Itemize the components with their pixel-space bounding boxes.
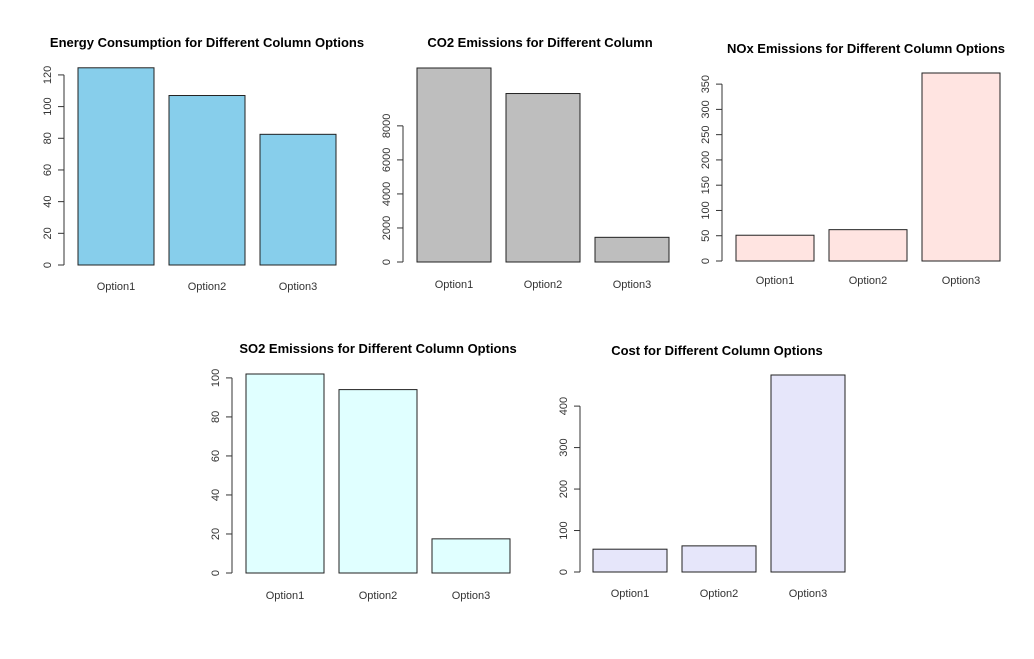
chart-title: Cost for Different Column Options [611,343,823,358]
y-tick-label: 0 [558,569,570,575]
y-tick-label: 8000 [381,114,393,138]
category-label: Option3 [613,279,652,291]
bar-option3 [770,374,846,573]
bar-option1 [77,67,155,266]
y-tick-label: 0 [700,258,712,264]
y-tick-label: 4000 [381,182,393,206]
bar-option1 [245,373,325,574]
category-label: Option2 [188,281,227,293]
bar-option2 [681,545,757,573]
category-label: Option3 [942,275,981,287]
category-label: Option1 [435,279,474,291]
category-label: Option1 [611,588,650,600]
chart-5: Cost for Different Column Options 0 100 200… [558,343,846,600]
y-tick-label: 250 [700,125,712,143]
bar-option1 [592,548,668,573]
category-label: Option3 [789,588,828,600]
y-tick-label: 100 [210,369,222,387]
bar-option2 [168,95,246,266]
chart-2: CO2 Emissions for Different Column 0 2000 4… [381,35,670,291]
category-label: Option3 [279,281,318,293]
y-tick-label: 50 [700,230,712,242]
bar-option3 [921,72,1001,262]
chart-title: SO2 Emissions for Different Column Optio… [239,341,516,356]
category-label: Option1 [97,281,136,293]
y-tick-label: 200 [700,151,712,169]
category-label: Option3 [452,590,491,602]
y-tick-label: 2000 [381,216,393,240]
y-tick-label: 6000 [381,148,393,172]
category-label: Option2 [359,590,398,602]
y-tick-label: 400 [558,397,570,415]
y-tick-label: 20 [42,227,54,239]
bar-option1 [416,67,492,263]
chart-3: NOx Emissions for Different Column Optio… [700,41,1005,287]
y-tick-label: 100 [700,201,712,219]
bar-option3 [431,538,511,574]
bar-option3 [594,236,670,263]
category-label: Option2 [849,275,888,287]
category-label: Option1 [266,590,305,602]
y-tick-label: 300 [700,100,712,118]
category-label: Option2 [700,588,739,600]
chart-title: NOx Emissions for Different Column Optio… [727,41,1005,56]
y-tick-label: 60 [210,450,222,462]
y-tick-label: 60 [42,164,54,176]
y-tick-label: 100 [558,521,570,539]
y-tick-label: 200 [558,480,570,498]
y-tick-label: 120 [42,66,54,84]
y-tick-label: 80 [210,411,222,423]
category-label: Option2 [524,279,563,291]
y-tick-label: 40 [42,196,54,208]
chart-1: Energy Consumption for Different Column … [42,35,364,293]
y-tick-label: 300 [558,438,570,456]
y-tick-label: 0 [381,259,393,265]
category-label: Option1 [756,275,795,287]
bar-option2 [505,93,581,263]
bar-option2 [828,229,908,262]
bar-option2 [338,389,418,574]
y-tick-label: 20 [210,528,222,540]
y-tick-label: 350 [700,75,712,93]
y-tick-label: 0 [42,262,54,268]
y-tick-label: 40 [210,489,222,501]
bar-option1 [735,234,815,262]
y-tick-label: 100 [42,97,54,115]
chart-title: Energy Consumption for Different Column … [50,35,364,50]
chart-4: SO2 Emissions for Different Column Optio… [210,341,517,602]
chart-title: CO2 Emissions for Different Column [427,35,652,50]
y-tick-label: 80 [42,132,54,144]
y-tick-label: 0 [210,570,222,576]
bar-option3 [259,133,337,266]
y-tick-label: 150 [700,176,712,194]
